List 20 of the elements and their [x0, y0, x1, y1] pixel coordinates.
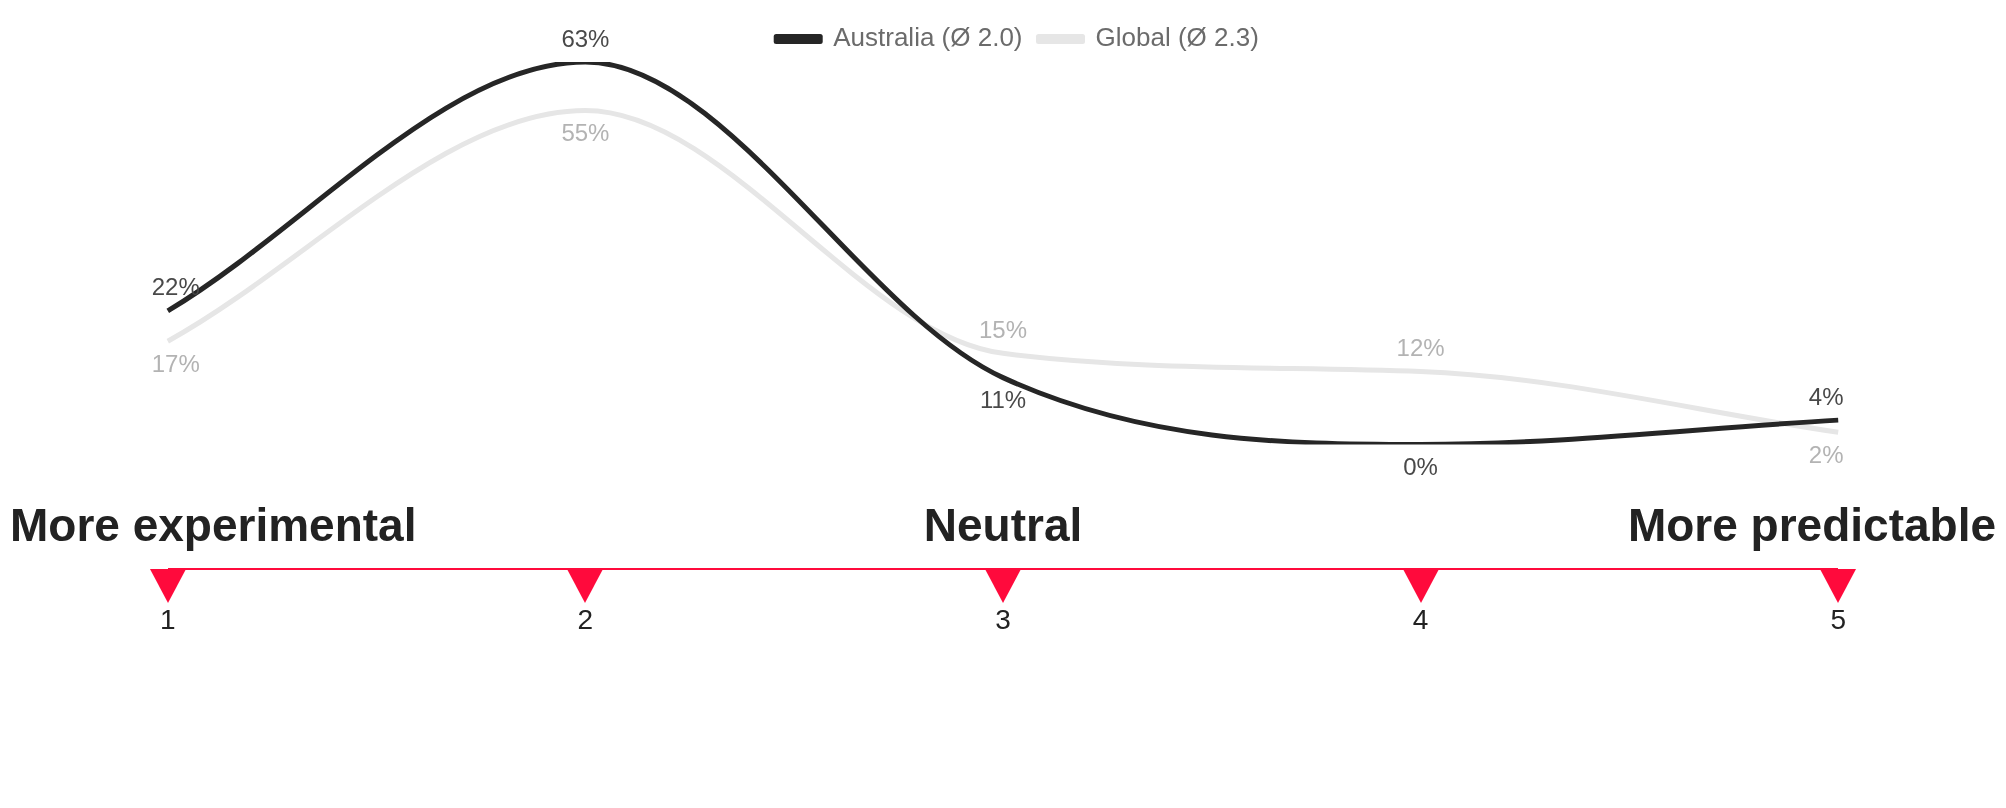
x-tick-label: 3 [995, 603, 1011, 635]
legend-label: Global (Ø 2.3) [1095, 22, 1259, 53]
text: Neutral [923, 499, 1083, 552]
data-label: 55% [561, 119, 610, 147]
text: More experimental [10, 499, 417, 552]
data-label: 22% [151, 273, 200, 301]
data-label: 11% [979, 386, 1027, 414]
data-label: 15% [978, 315, 1028, 343]
data-label: 0% [1403, 453, 1438, 481]
data-label: 63% [561, 24, 610, 52]
text: More predictable [1627, 499, 1996, 552]
x-tick-label: 5 [1830, 603, 1846, 635]
data-label: 2% [1808, 440, 1844, 468]
legend-label: Australia (Ø 2.0) [833, 22, 1023, 53]
data-label: 4% [1808, 382, 1844, 410]
x-tick-label: 1 [160, 603, 176, 635]
data-label: 12% [1396, 334, 1445, 362]
x-tick-label: 4 [1412, 603, 1429, 635]
data-label: 17% [151, 349, 200, 377]
x-tick-label: 2 [577, 603, 594, 635]
